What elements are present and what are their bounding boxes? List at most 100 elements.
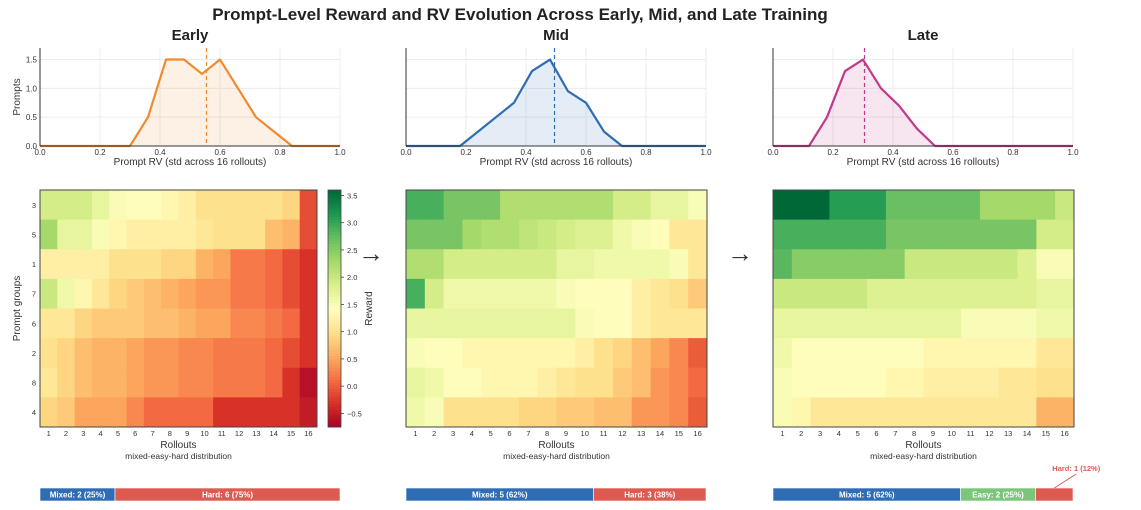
heatmap-cell: [57, 219, 76, 250]
colorbar-tick-label: 0.0: [347, 382, 357, 391]
heatmap-cell: [481, 308, 501, 339]
heatmap-cell: [406, 367, 426, 398]
heatmap-cell: [195, 249, 214, 280]
x-tick-label: 16: [693, 429, 701, 438]
heatmap-cell: [904, 190, 924, 221]
heatmap-cell: [406, 397, 426, 428]
heatmap-cell: [791, 308, 812, 339]
heatmap-cell: [213, 190, 231, 221]
heatmap-cell: [904, 397, 924, 428]
heatmap-cell: [265, 308, 283, 339]
heatmap-cell: [40, 338, 58, 369]
heatmap-cell: [143, 338, 162, 369]
heatmap-cell: [1017, 308, 1037, 339]
heatmap-cell: [230, 338, 249, 369]
heatmap-cell: [923, 397, 943, 428]
heatmap-cell: [500, 278, 520, 309]
colorbar-segment: [328, 228, 341, 232]
x-tick-label: 0.2: [460, 148, 472, 157]
x-tick-label: 3: [81, 429, 85, 438]
panel-title: Mid: [543, 27, 569, 44]
heatmap-cell: [500, 190, 520, 221]
colorbar-segment: [328, 332, 341, 336]
heatmap-cell: [481, 397, 501, 428]
heatmap-cell: [848, 190, 868, 221]
x-tick-label: 0.0: [400, 148, 412, 157]
x-tick-label: 0.8: [640, 148, 652, 157]
heatmap-cell: [1036, 338, 1056, 369]
density-panel-early: 0.0 0.2 0.4 0.6 0.8 1.0 0.0 0.5 1.0 1.5 Early Promp…: [12, 27, 346, 168]
heatmap-cell: [247, 338, 266, 369]
heatmap-cell: [885, 249, 906, 280]
colorbar-segment: [328, 349, 341, 354]
heatmap-cell: [109, 308, 127, 339]
colorbar-segment: [328, 240, 341, 244]
heatmap-cell: [109, 249, 127, 280]
heatmap-cell: [1017, 219, 1037, 250]
heatmap-cell: [631, 367, 651, 398]
heatmap-cell: [91, 338, 110, 369]
heatmap-cell: [650, 278, 670, 309]
progress-arrow-icon: →: [358, 238, 384, 268]
heatmap-cell: [518, 219, 539, 250]
distribution-annotation: Hard: 1 (12%): [1052, 464, 1100, 473]
heatmap-cell: [556, 278, 576, 309]
heatmap-cell: [669, 249, 689, 280]
heatmap-cell: [247, 367, 266, 398]
y-axis-title: Prompt groups: [12, 276, 23, 342]
x-tick-label: 13: [637, 429, 645, 438]
colorbar-segment: [328, 347, 341, 351]
heatmap-cell: [1036, 190, 1056, 221]
heatmap-cell: [867, 338, 887, 369]
heatmap-cell: [556, 397, 576, 428]
heatmap-cell: [556, 338, 576, 369]
colorbar-segment: [328, 190, 341, 194]
x-tick-label: 12: [618, 429, 626, 438]
x-tick-label: 1.0: [334, 148, 346, 157]
heatmap-cell: [979, 278, 1000, 309]
heatmap-cell: [961, 338, 981, 369]
x-tick-label: 15: [287, 429, 295, 438]
heatmap-frame: [405, 189, 708, 428]
heatmap-cell: [424, 367, 445, 398]
heatmap-cell: [688, 278, 708, 309]
heatmap-cell: [299, 367, 318, 398]
colorbar-segment: [328, 290, 341, 295]
heatmap-cell: [575, 249, 595, 280]
x-tick-label: 4: [470, 429, 474, 438]
x-tick-label: 6: [874, 429, 878, 438]
heatmap-cell: [998, 308, 1018, 339]
heatmap-cell: [631, 308, 651, 339]
distribution-segment-label: Hard: 6 (75%): [202, 491, 253, 500]
colorbar-segment: [328, 272, 341, 277]
heatmap-cell: [867, 190, 887, 221]
heatmap-cell: [923, 338, 943, 369]
x-axis-subtitle: mixed-easy-hard distribution: [870, 451, 977, 461]
heatmap-cell: [669, 338, 689, 369]
heatmap-cell: [1055, 367, 1075, 398]
heatmap-cell: [848, 278, 868, 309]
heatmap-cell: [57, 338, 76, 369]
x-tick-label: 8: [168, 429, 172, 438]
heatmap-cell: [91, 190, 110, 221]
heatmap-cell: [612, 367, 633, 398]
heatmap-cell: [481, 367, 501, 398]
colorbar-segment: [328, 388, 341, 392]
heatmap-cell: [885, 219, 906, 250]
heatmap-cell: [462, 338, 482, 369]
heatmap-cell: [810, 190, 830, 221]
colorbar-frame: [327, 189, 342, 428]
heatmap-cell: [213, 338, 231, 369]
x-tick-label: 1: [47, 429, 51, 438]
colorbar-tick-label: 1.5: [347, 300, 357, 309]
x-tick-label: 2: [64, 429, 68, 438]
colorbar-segment: [328, 424, 341, 428]
heatmap-cell: [1017, 367, 1037, 398]
heatmap-cell: [998, 397, 1018, 428]
heatmap-cell: [178, 190, 197, 221]
heatmap-cell: [500, 367, 520, 398]
heatmap-cell: [631, 397, 651, 428]
heatmap-cell: [518, 338, 539, 369]
heatmap-cell: [299, 397, 318, 428]
heatmap-cell: [74, 338, 93, 369]
